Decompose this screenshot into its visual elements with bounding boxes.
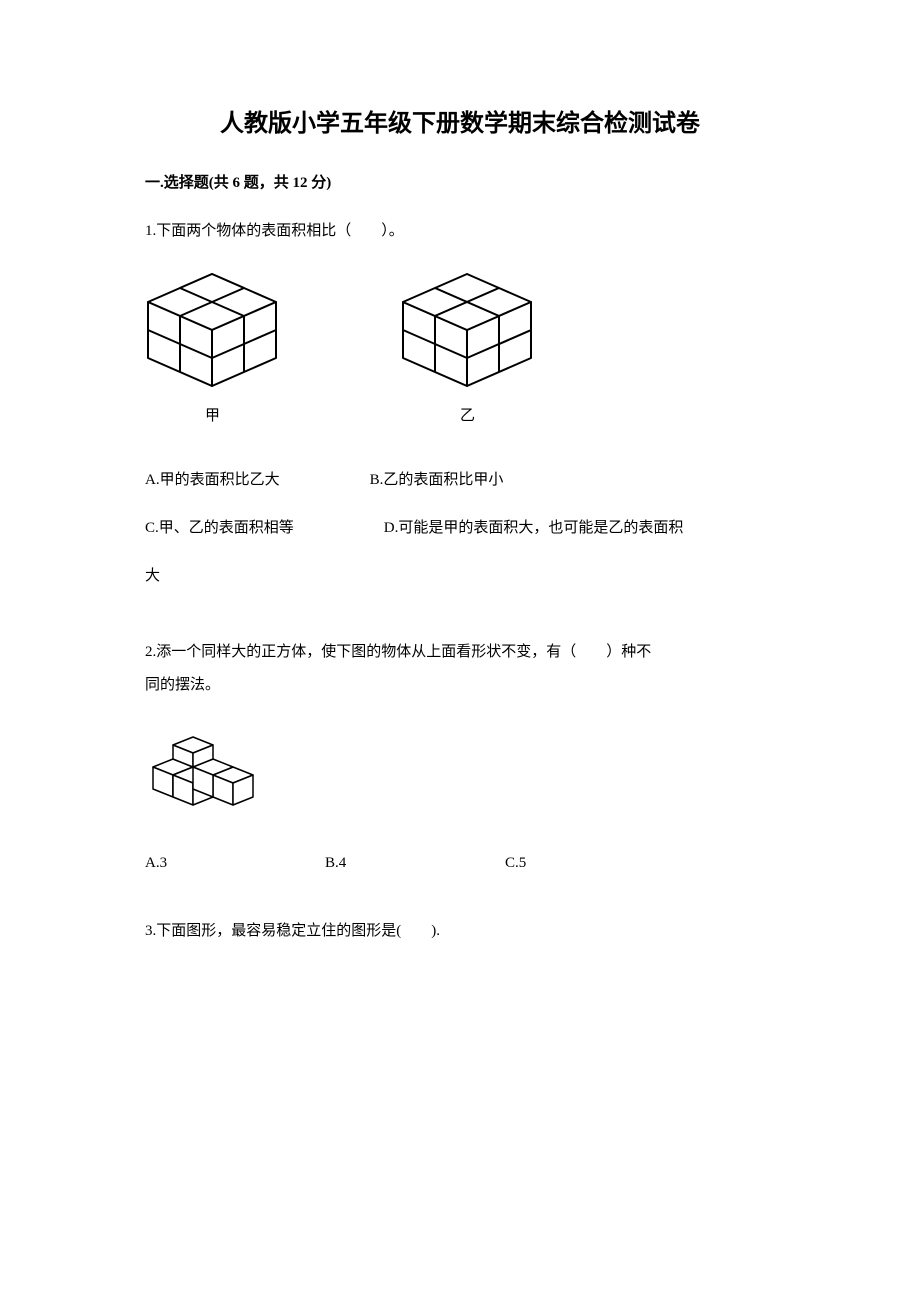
q1-fig-a-label: 甲 <box>145 404 280 428</box>
q3-text: 3.下面图形，最容易稳定立住的图形是( ). <box>145 915 775 948</box>
cube-l-shape <box>145 722 265 812</box>
q1-opt-c: C.甲、乙的表面积相等 <box>145 504 294 552</box>
q1-figures: 甲 <box>145 266 775 428</box>
q1-opt-d: D.可能是甲的表面积大，也可能是乙的表面积 <box>384 504 684 552</box>
q2-text: 2.添一个同样大的正方体，使下图的物体从上面看形状不变，有（ ）种不 同的摆法。 <box>145 636 775 702</box>
q1-opt-d-cont: 大 <box>145 552 775 600</box>
q2-figure <box>145 722 775 821</box>
q2-options: A.3 B.4 C.5 <box>145 851 775 875</box>
cube-2x2x2-full <box>145 266 280 391</box>
q1-options: A.甲的表面积比乙大 B.乙的表面积比甲小 C.甲、乙的表面积相等 D.可能是甲… <box>145 456 775 600</box>
q1-fig-b-label: 乙 <box>400 404 535 428</box>
document-title: 人教版小学五年级下册数学期末综合检测试卷 <box>145 105 775 143</box>
q1-figure-a: 甲 <box>145 266 280 428</box>
q2-opt-b: B.4 <box>325 851 505 875</box>
q1-opt-a: A.甲的表面积比乙大 <box>145 456 280 504</box>
q1-text: 1.下面两个物体的表面积相比（ ）。 <box>145 215 775 248</box>
q2-opt-c: C.5 <box>505 851 685 875</box>
q1-figure-b: 乙 <box>400 266 535 428</box>
q2-opt-a: A.3 <box>145 851 325 875</box>
cube-2x2x2-notch <box>400 266 535 391</box>
section-1-header: 一.选择题(共 6 题，共 12 分) <box>145 171 775 195</box>
q1-opt-b: B.乙的表面积比甲小 <box>370 456 504 504</box>
